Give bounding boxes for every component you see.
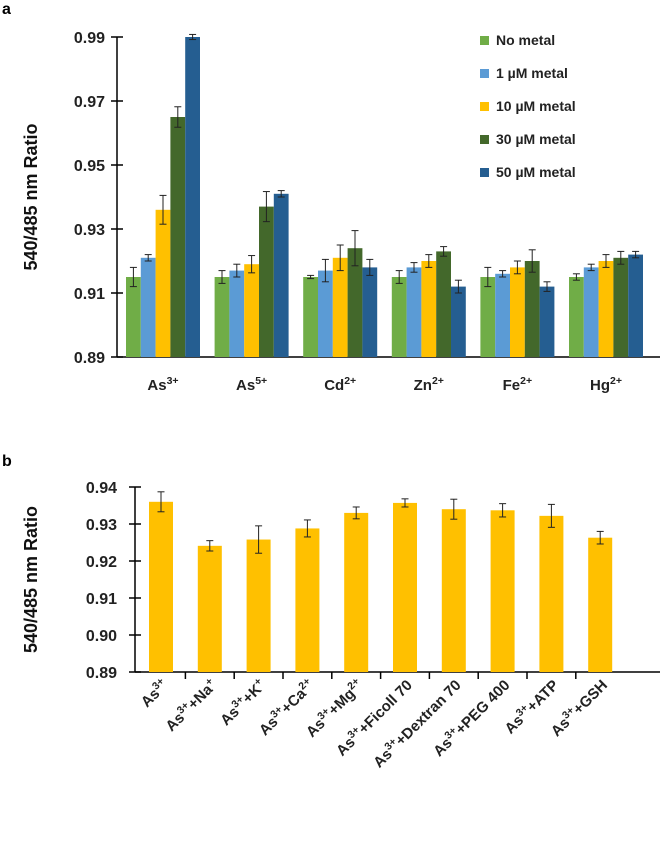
y-axis-label: 540/485 nm Ratio bbox=[21, 506, 41, 653]
bar bbox=[126, 277, 141, 357]
panel-a-chart: 0.89 0.91 0.93 0.95 0.97 0.99 540/485 nm Ratio… bbox=[21, 30, 660, 394]
panel-label-a: a bbox=[2, 1, 11, 18]
bar bbox=[214, 277, 230, 357]
legend-label: No metal bbox=[496, 32, 555, 48]
bar bbox=[490, 510, 515, 672]
superscript: 2+ bbox=[344, 375, 356, 387]
bar bbox=[569, 277, 584, 357]
bar bbox=[229, 270, 245, 357]
bar bbox=[332, 257, 348, 357]
superscript: 2+ bbox=[610, 375, 622, 387]
superscript: 2+ bbox=[432, 375, 444, 387]
bar bbox=[344, 512, 369, 672]
y-tick-label: 0.93 bbox=[86, 517, 117, 534]
y-tick-label: 0.90 bbox=[86, 628, 117, 645]
y-axis-label: 540/485 nm Ratio bbox=[21, 123, 41, 270]
legend-label: 50 µM metal bbox=[496, 164, 576, 180]
superscript: 3+ bbox=[167, 375, 179, 387]
x-tick-label: Zn2+​ bbox=[414, 375, 444, 394]
x-tick-label: As3+​+Na+​ bbox=[161, 675, 221, 735]
bar bbox=[259, 206, 274, 357]
bar bbox=[273, 193, 289, 357]
panel-b-chart: 0.89 0.90 0.91 0.92 0.93 0.94 540/485 nm Ratio… bbox=[21, 480, 660, 771]
bar bbox=[583, 267, 599, 357]
bar bbox=[421, 261, 437, 357]
y-tick-label: 0.91 bbox=[74, 286, 105, 303]
bar bbox=[318, 270, 333, 357]
y-tick-label: 0.89 bbox=[86, 665, 117, 682]
y-tick-label: 0.95 bbox=[74, 158, 105, 175]
bar bbox=[539, 286, 555, 357]
bar bbox=[246, 539, 271, 672]
label-text: As bbox=[147, 377, 166, 394]
bar bbox=[149, 501, 173, 672]
bar bbox=[393, 502, 417, 672]
bar bbox=[347, 248, 363, 357]
bar bbox=[539, 515, 564, 672]
x-tick-label: Cd2+​ bbox=[324, 375, 356, 394]
bar bbox=[628, 254, 643, 357]
bar bbox=[185, 37, 200, 357]
legend-label: 10 µM metal bbox=[496, 98, 576, 114]
y-tick-label: 0.91 bbox=[86, 591, 117, 608]
label-text: As bbox=[236, 377, 255, 394]
bar bbox=[441, 509, 466, 672]
y-tick-label: 0.92 bbox=[86, 554, 117, 571]
bar bbox=[295, 528, 320, 672]
superscript: 2+ bbox=[520, 375, 532, 387]
legend-swatch bbox=[480, 168, 489, 177]
x-tick-label: Hg2+​ bbox=[590, 375, 622, 394]
label-text: Hg bbox=[590, 377, 610, 394]
label-text: Cd bbox=[324, 377, 344, 394]
superscript: 5+ bbox=[255, 375, 267, 387]
bar bbox=[480, 277, 496, 357]
x-tick-label: As3+​ bbox=[147, 375, 178, 394]
bar bbox=[436, 251, 451, 357]
legend-swatch bbox=[480, 36, 489, 45]
bar bbox=[510, 267, 525, 357]
bar bbox=[140, 257, 156, 357]
legend-swatch bbox=[480, 135, 489, 144]
bar bbox=[155, 209, 171, 357]
bar bbox=[451, 286, 466, 357]
label-text: +GSH bbox=[570, 677, 611, 718]
label-text: +ATP bbox=[524, 677, 563, 716]
legend-label: 30 µM metal bbox=[496, 131, 576, 147]
legend-swatch bbox=[480, 69, 489, 78]
x-tick-label: As3+​ bbox=[136, 675, 171, 710]
bar bbox=[362, 267, 378, 357]
y-tick-label: 0.89 bbox=[74, 350, 105, 367]
y-tick-label: 0.93 bbox=[74, 222, 105, 239]
bar bbox=[197, 545, 222, 672]
bar bbox=[524, 261, 540, 357]
legend-label: 1 µM metal bbox=[496, 65, 568, 81]
bar bbox=[244, 264, 259, 357]
bar bbox=[598, 261, 614, 357]
x-tick-label: As5+​ bbox=[236, 375, 267, 394]
y-tick-label: 0.94 bbox=[86, 480, 117, 497]
legend-swatch bbox=[480, 102, 489, 111]
label-text: Zn bbox=[414, 377, 432, 394]
bar bbox=[406, 267, 422, 357]
bar bbox=[495, 273, 510, 357]
x-tick-label: Fe2+​ bbox=[503, 375, 533, 394]
bar bbox=[613, 257, 629, 357]
x-tick-label: As3+​+Dextran 70 bbox=[369, 675, 465, 771]
bar bbox=[303, 277, 318, 357]
bar bbox=[170, 117, 186, 357]
label-text: Fe bbox=[503, 377, 521, 394]
y-tick-label: 0.99 bbox=[74, 30, 105, 47]
panel-label-b: b bbox=[2, 453, 12, 470]
bar bbox=[588, 537, 613, 672]
bar bbox=[391, 277, 407, 357]
y-tick-label: 0.97 bbox=[74, 94, 105, 111]
